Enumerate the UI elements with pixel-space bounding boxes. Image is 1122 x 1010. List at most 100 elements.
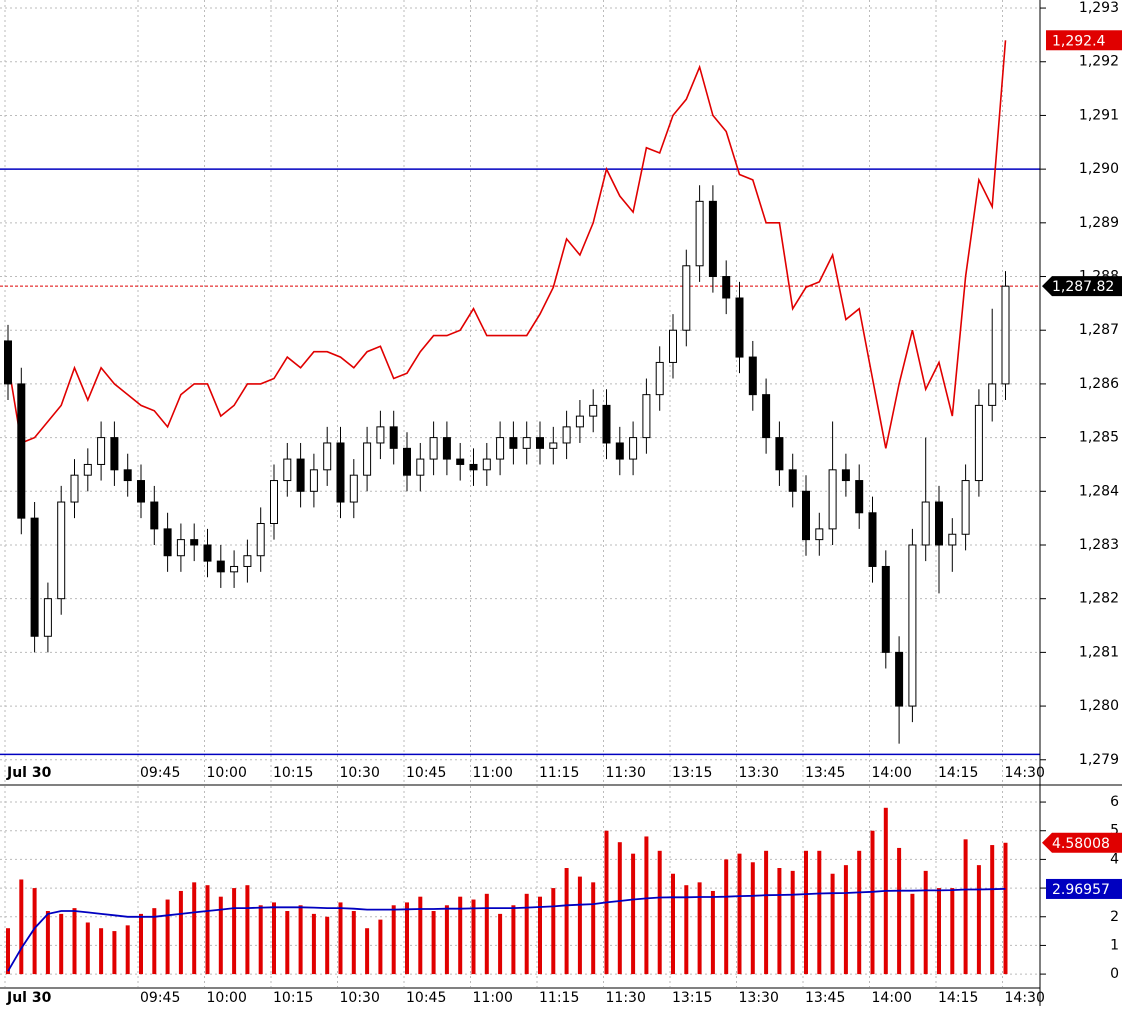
y-tick-label: 1,283 (1079, 537, 1119, 553)
volume-bar (32, 888, 37, 975)
candle-body (735, 297, 744, 358)
x-tick-label: Jul 30 (6, 765, 52, 781)
candle-body (416, 458, 425, 476)
candle-body (602, 404, 611, 444)
volume-bar (378, 919, 383, 975)
volume-bar (976, 865, 981, 975)
candle-body (642, 394, 651, 439)
x-tick-label: 11:15 (539, 990, 579, 1006)
x-tick-label: 10:00 (207, 990, 247, 1006)
volume-bar (458, 896, 463, 975)
x-tick-label: 10:45 (406, 990, 446, 1006)
volume-bar (192, 882, 197, 975)
candle-body (775, 437, 784, 471)
average-line (7, 888, 1006, 972)
volume-bar (737, 853, 742, 975)
candle-body (841, 469, 850, 482)
volume-bar (937, 888, 941, 975)
volume-panel: Jul 30 09:45 10:00 10:15 10:30 10:45 11:00 11:1… (0, 786, 1122, 1006)
candle-body (349, 474, 358, 503)
x-tick-label: 11:00 (473, 990, 513, 1006)
candle-body (70, 474, 79, 503)
x-tick-label: 13:15 (672, 990, 712, 1006)
candle-body (190, 539, 199, 546)
volume-bar (684, 885, 689, 975)
volume-bar (857, 850, 862, 975)
volume-bar (804, 850, 808, 975)
candle-body (748, 356, 757, 396)
volume-bar (152, 908, 157, 975)
candle-body (655, 361, 664, 396)
x-tick-label: 11:30 (606, 990, 646, 1006)
volume-bar (272, 902, 276, 975)
volume-bar (577, 876, 582, 975)
volume-bar (19, 879, 24, 975)
candle-body (309, 469, 318, 492)
y-tick-label: 1,284 (1079, 483, 1119, 499)
volume-bar (444, 905, 449, 975)
volume-bar (471, 899, 476, 975)
y-tick-label: 1,292 (1079, 54, 1119, 70)
candle-body (855, 480, 864, 514)
candle-body (708, 200, 717, 278)
candle-body (389, 426, 398, 449)
volume-bar (524, 893, 529, 975)
candle-body (376, 426, 385, 444)
candle-body (974, 404, 983, 482)
x-tick-label: 14:30 (1005, 990, 1045, 1006)
price-tag-label: 4.58008 (1052, 836, 1110, 852)
volume-bar (365, 928, 370, 975)
volume-bar (511, 905, 516, 975)
candle-body (496, 437, 505, 460)
volume-bar (298, 905, 303, 975)
volume-bar (205, 885, 210, 975)
volume-bar (258, 905, 263, 975)
volume-bar (6, 928, 10, 975)
volume-bar (232, 888, 237, 975)
volume-bar (325, 916, 330, 975)
price-tag (1046, 30, 1122, 51)
price-tag-label: 2.96957 (1052, 882, 1110, 898)
volume-bar (311, 913, 316, 975)
volume-bar (338, 902, 343, 975)
volume-bar (498, 913, 503, 975)
volume-bar (950, 888, 955, 975)
candle-body (216, 560, 225, 573)
candle-body (429, 437, 438, 460)
candle-body (4, 340, 12, 385)
volume-bar (564, 868, 569, 975)
y-tick-label: 4 (1110, 851, 1119, 867)
candle-body (203, 544, 212, 562)
candle-body (163, 528, 172, 557)
candle-body (123, 469, 132, 482)
x-tick-label: 14:15 (938, 990, 978, 1006)
candle-body (589, 404, 598, 417)
candle-body (536, 437, 544, 449)
volume-bar (431, 911, 436, 975)
candle-body (43, 598, 52, 637)
price-tag (1042, 832, 1122, 853)
x-tick-label: 11:00 (473, 765, 513, 781)
volume-bar (85, 922, 90, 975)
volume-bar (764, 850, 769, 975)
candle-body (562, 426, 571, 444)
candle-body (682, 265, 691, 331)
candle-body (150, 501, 159, 530)
x-tick-label: 14:30 (1005, 765, 1045, 781)
candle-body (935, 501, 943, 546)
candle-body (270, 480, 278, 525)
x-tick-label: 09:45 (140, 765, 180, 781)
candle-body (243, 555, 252, 567)
candle-body (828, 469, 837, 530)
candle-body (895, 651, 904, 707)
x-tick-label: 13:45 (805, 765, 845, 781)
price-panel: Jul 30 09:45 10:00 10:15 10:30 10:45 11:00 11:1… (0, 0, 1122, 785)
candle-body (788, 469, 797, 492)
volume-bar (391, 905, 396, 975)
candle-body (1001, 285, 1010, 385)
volume-bar (351, 911, 356, 975)
y-tick-label: 1,290 (1079, 161, 1119, 177)
x-tick-label: 09:45 (140, 990, 180, 1006)
candle-body (615, 442, 624, 460)
